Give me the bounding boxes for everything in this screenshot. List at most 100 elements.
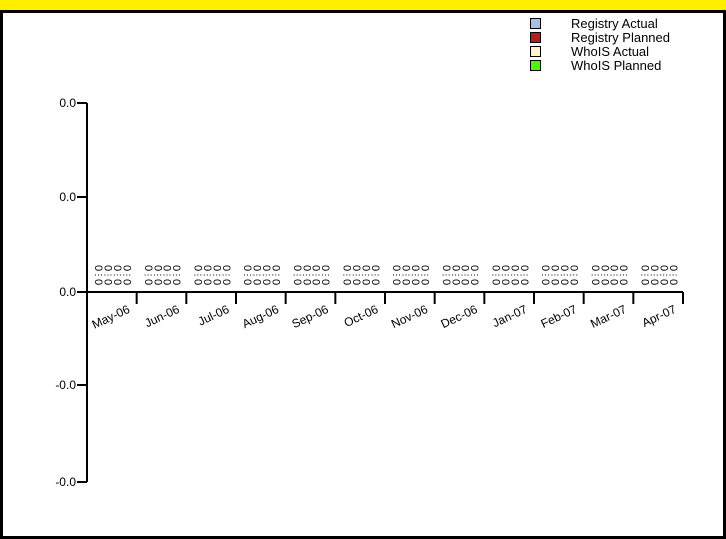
data-label: 0 xyxy=(600,265,612,271)
x-tick-label: Feb-07 xyxy=(539,302,580,331)
legend-swatch-registry-actual xyxy=(530,18,541,29)
data-label: 0 xyxy=(609,265,621,271)
data-label: 0 xyxy=(649,265,661,271)
legend-swatch-whois-planned xyxy=(530,60,541,71)
data-label: 0 xyxy=(619,279,631,285)
x-tick-label: Jan-07 xyxy=(490,302,529,330)
legend-label-whois-planned: WhoIS Planned xyxy=(571,58,662,73)
x-tick-label: Dec-06 xyxy=(439,302,480,331)
data-label: 0 xyxy=(103,279,115,285)
data-label: 0 xyxy=(500,279,512,285)
data-label: 0 xyxy=(162,279,174,285)
data-label: 0 xyxy=(252,265,264,271)
data-label: 0 xyxy=(560,279,572,285)
data-label: 0 xyxy=(510,265,522,271)
data-label: 0 xyxy=(659,265,671,271)
data-label: 0 xyxy=(420,279,432,285)
x-tick-label: May-06 xyxy=(90,302,132,332)
data-label: 0 xyxy=(640,279,652,285)
data-label: 0 xyxy=(143,279,155,285)
y-tick-label: -0.0 xyxy=(55,378,76,392)
data-label: 0 xyxy=(94,279,106,285)
data-label: 0 xyxy=(262,265,274,271)
data-label: 0 xyxy=(351,265,363,271)
data-label: 0 xyxy=(311,265,323,271)
title-band xyxy=(0,0,726,13)
data-labels: 0000000000000000000000000000000000000000… xyxy=(94,265,681,285)
data-label: 0 xyxy=(321,279,333,285)
data-label: 0 xyxy=(252,279,264,285)
y-axis-ticks: 0.0 0.0 0.0 -0.0 -0.0 xyxy=(55,96,87,489)
data-label: 0 xyxy=(370,265,382,271)
data-label: 0 xyxy=(212,265,224,271)
y-tick-label: -0.0 xyxy=(55,475,76,489)
data-label: 0 xyxy=(519,279,531,285)
legend-label-registry-planned: Registry Planned xyxy=(571,30,670,45)
data-label: 0 xyxy=(113,279,125,285)
data-label: 0 xyxy=(560,265,572,271)
data-label: 0 xyxy=(221,265,233,271)
data-label: 0 xyxy=(122,279,134,285)
data-label: 0 xyxy=(668,265,680,271)
data-label: 0 xyxy=(541,279,553,285)
legend-item-registry-actual: Registry Actual xyxy=(527,17,717,31)
data-label: 0 xyxy=(550,279,562,285)
data-label: 0 xyxy=(401,265,413,271)
data-label: 0 xyxy=(411,265,423,271)
y-tick-label: 0.0 xyxy=(59,96,76,110)
data-label: 0 xyxy=(590,265,602,271)
data-label: 0 xyxy=(311,279,323,285)
data-label: 0 xyxy=(411,279,423,285)
data-label: 0 xyxy=(271,265,283,271)
x-tick-label: Sep-06 xyxy=(290,302,331,331)
x-tick-label: Nov-06 xyxy=(389,302,430,331)
data-label: 0 xyxy=(153,279,165,285)
legend-swatch-registry-planned xyxy=(530,32,541,43)
legend-label-whois-actual: WhoIS Actual xyxy=(571,44,650,59)
legend-label-registry-actual: Registry Actual xyxy=(571,16,658,31)
data-label: 0 xyxy=(401,279,413,285)
data-label: 0 xyxy=(541,265,553,271)
data-label: 0 xyxy=(550,265,562,271)
data-label: 0 xyxy=(510,279,522,285)
data-label: 0 xyxy=(202,279,214,285)
data-label: 0 xyxy=(162,265,174,271)
data-label: 0 xyxy=(519,265,531,271)
data-label: 0 xyxy=(609,279,621,285)
data-label: 0 xyxy=(441,279,453,285)
data-label: 0 xyxy=(221,279,233,285)
data-label: 0 xyxy=(243,265,255,271)
data-label: 0 xyxy=(659,279,671,285)
data-label: 0 xyxy=(370,279,382,285)
data-label: 0 xyxy=(569,279,581,285)
data-label: 0 xyxy=(321,265,333,271)
x-tick-label: Jul-06 xyxy=(196,302,232,329)
data-label: 0 xyxy=(441,265,453,271)
data-label: 0 xyxy=(302,279,314,285)
data-label: 0 xyxy=(212,279,224,285)
x-tick-label: Oct-06 xyxy=(342,302,381,330)
data-label: 0 xyxy=(193,279,205,285)
data-label: 0 xyxy=(500,265,512,271)
data-label: 0 xyxy=(460,265,472,271)
y-tick-label: 0.0 xyxy=(59,285,76,299)
data-label: 0 xyxy=(668,279,680,285)
legend-item-whois-actual: WhoIS Actual xyxy=(527,45,717,59)
legend-swatch-whois-actual xyxy=(530,46,541,57)
data-label: 0 xyxy=(292,265,304,271)
data-label: 0 xyxy=(619,265,631,271)
data-label: 0 xyxy=(470,279,482,285)
data-label: 0 xyxy=(351,279,363,285)
x-axis-ticks: May-06 Jun-06 Jul-06 Aug-06 Sep-06 Oct-06 Nov-… xyxy=(90,292,684,332)
x-tick-label: Jun-06 xyxy=(142,302,181,330)
data-label: 0 xyxy=(262,279,274,285)
data-label: 0 xyxy=(361,265,373,271)
x-tick-label: Aug-06 xyxy=(240,302,281,331)
data-label: 0 xyxy=(451,279,463,285)
data-label: 0 xyxy=(392,279,404,285)
data-label: 0 xyxy=(460,279,472,285)
legend-item-whois-planned: WhoIS Planned xyxy=(527,59,717,73)
data-label: 0 xyxy=(202,265,214,271)
